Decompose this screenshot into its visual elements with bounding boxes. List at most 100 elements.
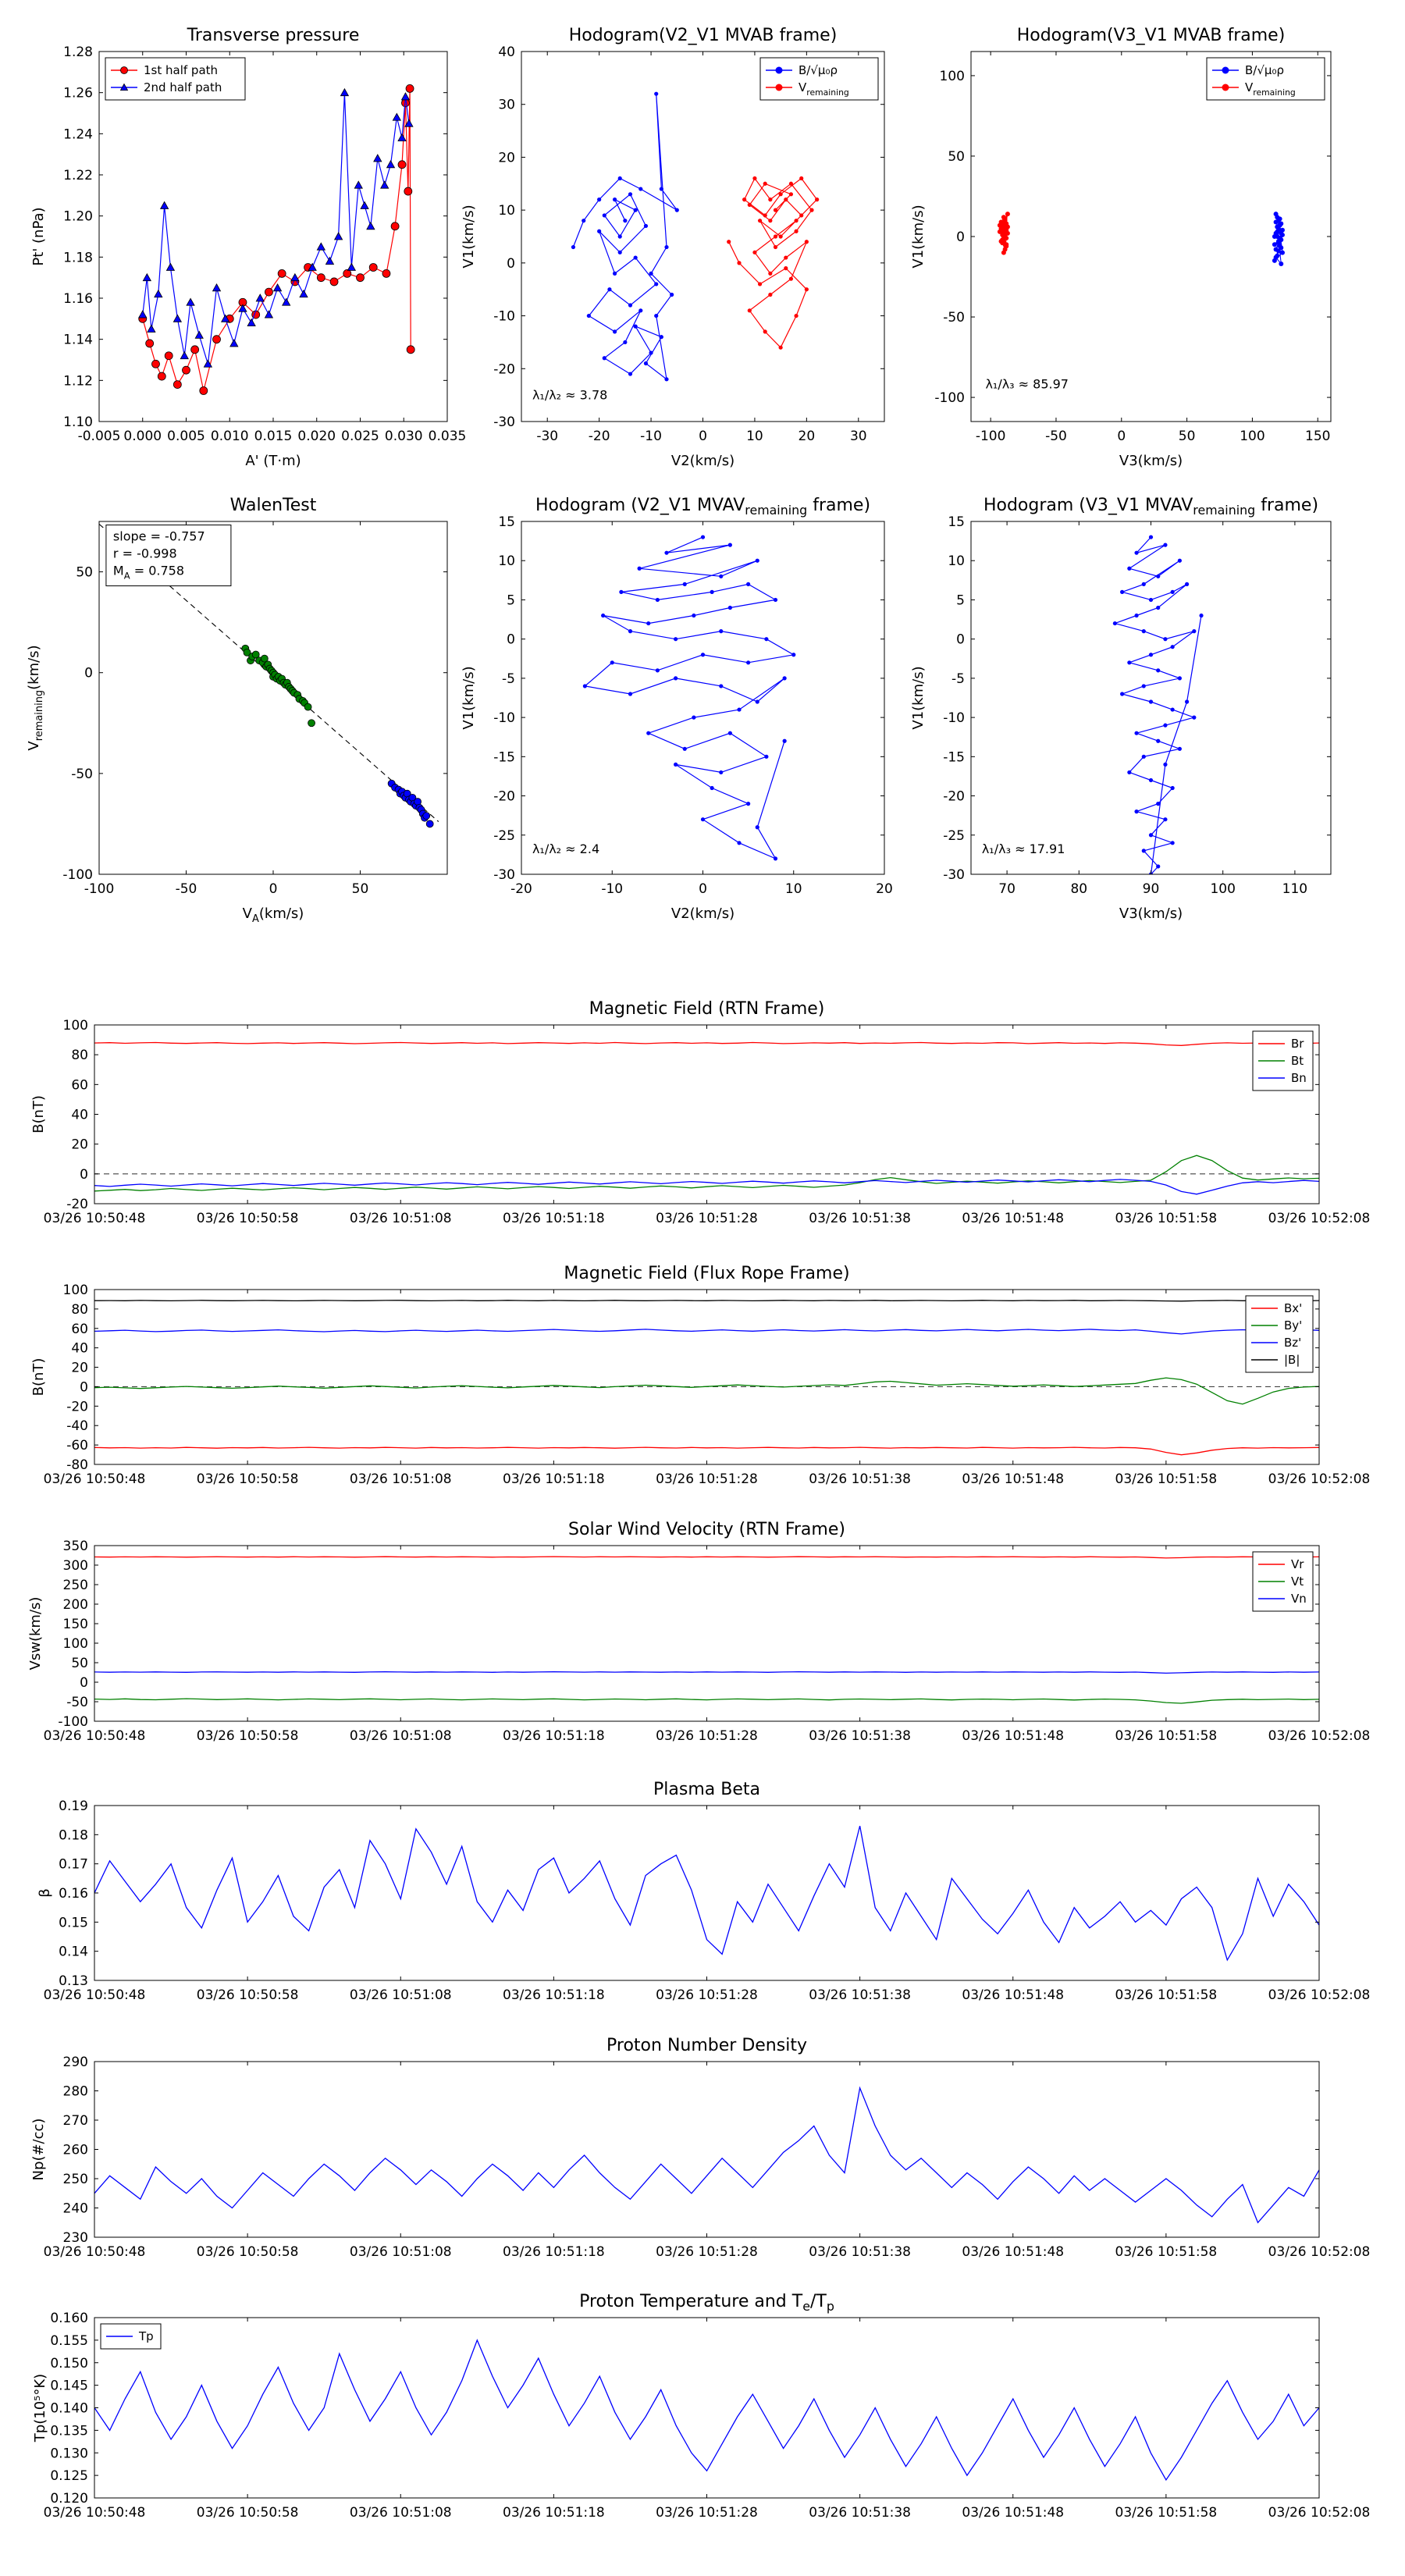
- x-tick-label: 03/26 10:51:08: [350, 1987, 452, 2003]
- legend-label: Bt: [1291, 1054, 1304, 1068]
- x-tick-label: -0.005: [78, 429, 121, 444]
- y-tick-label: 0: [80, 1675, 88, 1691]
- x-tick-label: 0.020: [297, 429, 336, 444]
- series-B-sqrt-mu0-rho: [571, 91, 679, 382]
- y-tick-label: -5: [502, 671, 515, 687]
- legend: Vr Vt Vn: [1252, 1551, 1314, 1612]
- x-tick-label: -50: [176, 881, 197, 897]
- series-V-path: [582, 535, 796, 861]
- series-V-path: [1112, 535, 1204, 874]
- annotation-box: slope = -0.757 r = -0.998 MA = 0.758: [105, 525, 232, 587]
- x-tick-label: 03/26 10:51:58: [1115, 1471, 1218, 1487]
- chart-title: Hodogram (V3_V1 MVAVremaining frame): [984, 496, 1318, 518]
- x-tick-label: 03/26 10:51:28: [656, 1471, 758, 1487]
- x-tick-label: -10: [640, 429, 662, 444]
- chart-walen-test: -100 -50 0 50 -100 -50 0 50 WalenTest VA(km/s) Vre…: [26, 496, 448, 925]
- chart-vsw: 03/26 10:50:48 03/26 10:50:58 03/26 10:51:…: [27, 1520, 1370, 1744]
- series-2nd half path: [138, 87, 414, 368]
- chart-beta: 03/26 10:50:48 03/26 10:50:58 03/26 10:51:…: [37, 1780, 1370, 2003]
- y-axis-label: V1(km/s): [910, 666, 927, 729]
- x-tick-label: 03/26 10:50:58: [197, 2244, 299, 2260]
- y-axis-label: Vsw(km/s): [27, 1597, 44, 1670]
- legend: B/√μ₀ρ Vremaining: [1206, 57, 1325, 101]
- series-Tp: [94, 2339, 1319, 2482]
- y-axis-label: B(nT): [30, 1358, 47, 1397]
- x-tick-label: 03/26 10:50:48: [44, 1471, 146, 1487]
- x-tick-label: 03/26 10:52:08: [1268, 1211, 1371, 1226]
- y-tick-label: 0.135: [50, 2423, 88, 2439]
- y-tick-label: 40: [71, 1108, 88, 1123]
- y-tick-label: 240: [63, 2201, 88, 2217]
- y-tick-label: 0.15: [59, 1915, 88, 1930]
- y-tick-label: 10: [498, 203, 515, 219]
- x-tick-label: 03/26 10:51:08: [350, 2244, 452, 2260]
- y-tick-label: 0: [956, 632, 965, 648]
- x-tick-label: 0: [699, 881, 707, 897]
- x-tick-label: 03/26 10:51:18: [503, 2244, 605, 2260]
- x-tick-label: 03/26 10:50:58: [197, 1471, 299, 1487]
- x-tick-label: 03/26 10:50:58: [197, 1987, 299, 2003]
- annotation: λ₁/λ₃ ≈ 17.91: [982, 841, 1065, 856]
- y-tick-label: 230: [63, 2230, 88, 2246]
- y-tick-label: -80: [66, 1457, 88, 1473]
- legend-label: |B|: [1284, 1353, 1300, 1367]
- x-tick-label: 03/26 10:51:28: [656, 1987, 758, 2003]
- chart-mag-rtn: 03/26 10:50:48 03/26 10:50:58 03/26 10:51:…: [30, 999, 1370, 1226]
- x-tick-label: 30: [850, 429, 867, 444]
- x-axis-label: V2(km/s): [671, 453, 735, 469]
- y-tick-label: -30: [493, 867, 515, 883]
- y-axis-label: Tp(10⁵°K): [32, 2374, 48, 2443]
- legend-label: B/√μ₀ρ: [1245, 63, 1284, 77]
- x-tick-label: 03/26 10:50:48: [44, 1987, 146, 2003]
- x-tick-label: 03/26 10:51:08: [350, 1728, 452, 1744]
- series-Br: [94, 1041, 1319, 1046]
- x-tick-label: 0.035: [429, 429, 467, 444]
- x-tick-label: 03/26 10:51:18: [503, 1728, 605, 1744]
- y-tick-label: 0: [84, 666, 93, 681]
- legend-label: Br: [1291, 1037, 1304, 1051]
- y-tick-label: 150: [63, 1617, 88, 1632]
- x-tick-label: 03/26 10:51:28: [656, 2244, 758, 2260]
- y-tick-label: 1.28: [63, 44, 93, 60]
- x-tick-label: 03/26 10:51:48: [962, 1471, 1064, 1487]
- x-tick-label: 03/26 10:51:58: [1115, 2505, 1218, 2521]
- x-tick-label: 20: [799, 429, 816, 444]
- legend: Tp: [100, 2323, 162, 2350]
- x-tick-label: 03/26 10:51:48: [962, 1728, 1064, 1744]
- y-tick-label: 260: [63, 2143, 88, 2158]
- chart-hodogram-v2v1-mvab: -30 -20 -10 0 10 20 30 -30 -20 -10 0 10 20 30 40 Hodogr…: [461, 26, 885, 469]
- series-Vr: [94, 1556, 1319, 1559]
- legend-label: Vremaining: [799, 80, 849, 98]
- y-tick-label: -20: [493, 789, 515, 805]
- x-tick-label: 03/26 10:51:18: [503, 2505, 605, 2521]
- legend: Br Bt Bn: [1252, 1030, 1314, 1091]
- chart-np: 03/26 10:50:48 03/26 10:50:58 03/26 10:51:…: [30, 2036, 1370, 2260]
- y-tick-label: 0.13: [59, 1973, 88, 1989]
- x-tick-label: 03/26 10:52:08: [1268, 1471, 1371, 1487]
- y-tick-label: -100: [58, 1714, 88, 1730]
- y-tick-label: 0: [80, 1379, 88, 1395]
- legend-label: Vn: [1291, 1592, 1307, 1606]
- series-Bn: [94, 1179, 1319, 1195]
- x-tick-label: -10: [601, 881, 623, 897]
- y-tick-label: 60: [71, 1077, 88, 1093]
- y-tick-label: 1.18: [63, 250, 93, 265]
- annotation: λ₁/λ₂ ≈ 2.4: [532, 841, 599, 856]
- y-tick-label: -10: [493, 710, 515, 726]
- x-tick-label: 110: [1282, 881, 1307, 897]
- chart-tp: 03/26 10:50:48 03/26 10:50:58 03/26 10:51:…: [32, 2292, 1370, 2521]
- annotation-line: r = -0.998: [113, 546, 177, 561]
- legend: 1st half path 2nd half path: [105, 57, 246, 101]
- y-tick-label: -50: [943, 310, 965, 326]
- x-axis-label: V3(km/s): [1119, 906, 1183, 922]
- y-tick-label: 0.19: [59, 1799, 88, 1814]
- y-axis-label: Np(#/cc): [30, 2119, 47, 2181]
- series-Bz': [94, 1329, 1319, 1335]
- x-tick-label: 03/26 10:50:48: [44, 1211, 146, 1226]
- y-tick-label: 30: [498, 98, 515, 113]
- x-tick-label: 03/26 10:51:58: [1115, 1728, 1218, 1744]
- x-tick-label: 03/26 10:51:48: [962, 2244, 1064, 2260]
- x-tick-label: 03/26 10:51:38: [809, 1728, 911, 1744]
- y-tick-label: 200: [63, 1597, 88, 1613]
